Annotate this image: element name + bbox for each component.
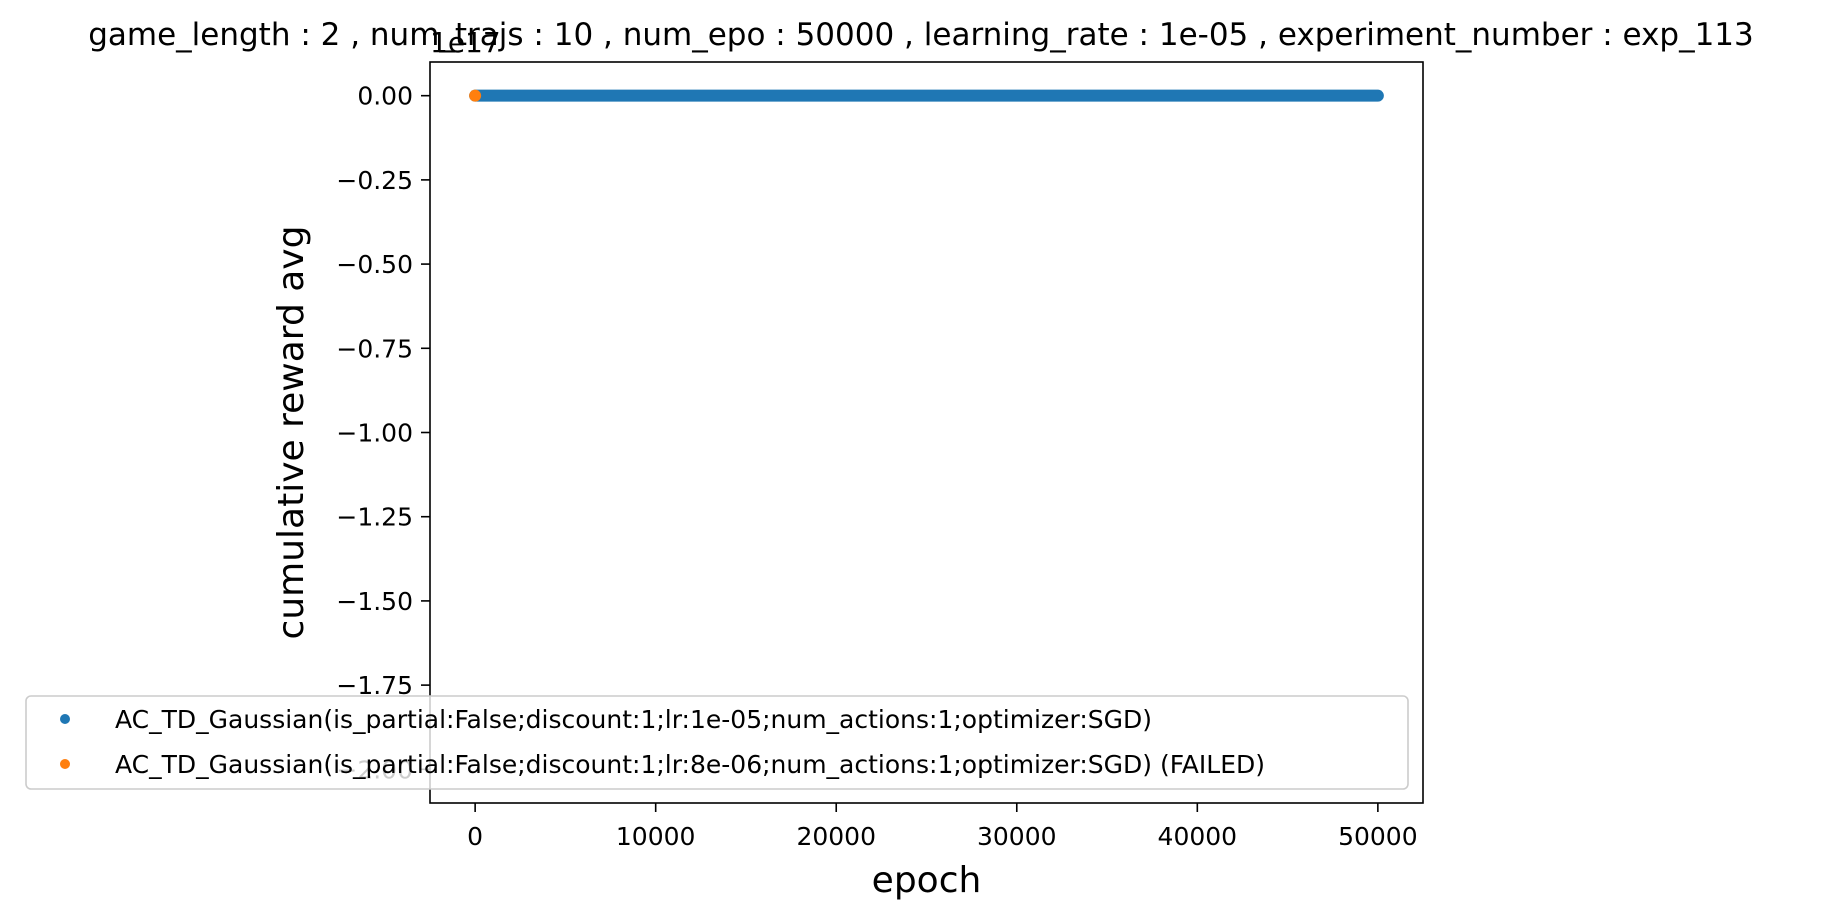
x-tick-label: 10000 (616, 822, 696, 851)
legend-box (25, 695, 1409, 790)
chart-title: game_length : 2 , num_trajs : 10 , num_e… (88, 17, 1754, 53)
x-tick-label: 40000 (1158, 822, 1238, 851)
x-tick-label: 0 (467, 822, 483, 851)
x-tick-label: 20000 (796, 822, 876, 851)
y-tick-label: 0.00 (357, 82, 413, 111)
plot-area (429, 61, 1424, 804)
y-axis-ticks: 0.00−0.25−0.50−0.75−1.00−1.25−1.50−1.75−… (336, 82, 430, 784)
series-2-point (469, 89, 482, 102)
x-axis-ticks: 0 10000 20000 30000 40000 50000 (467, 803, 1418, 851)
legend: AC_TD_Gaussian(is_partial:False;discount… (25, 695, 1409, 790)
y-tick-label: −0.50 (336, 250, 413, 279)
y-tick-label: −1.50 (336, 587, 413, 616)
y-tick-label: −0.25 (336, 166, 413, 195)
legend-label-1: AC_TD_Gaussian(is_partial:False;discount… (115, 705, 1152, 734)
axes-frame (429, 61, 1424, 804)
legend-marker-1 (60, 714, 70, 724)
legend-label-2: AC_TD_Gaussian(is_partial:False;discount… (115, 750, 1265, 779)
y-axis-offset-label: 1e17 (430, 26, 501, 59)
x-tick-label: 50000 (1338, 822, 1418, 851)
legend-marker-2 (60, 759, 70, 769)
y-tick-label: −1.00 (336, 419, 413, 448)
y-axis-label: cumulative reward avg (271, 226, 312, 640)
x-tick-label: 30000 (977, 822, 1057, 851)
y-tick-label: −0.75 (336, 334, 413, 363)
x-axis-label: epoch (872, 860, 982, 901)
series-2 (469, 89, 482, 102)
y-tick-label: −1.25 (336, 503, 413, 532)
